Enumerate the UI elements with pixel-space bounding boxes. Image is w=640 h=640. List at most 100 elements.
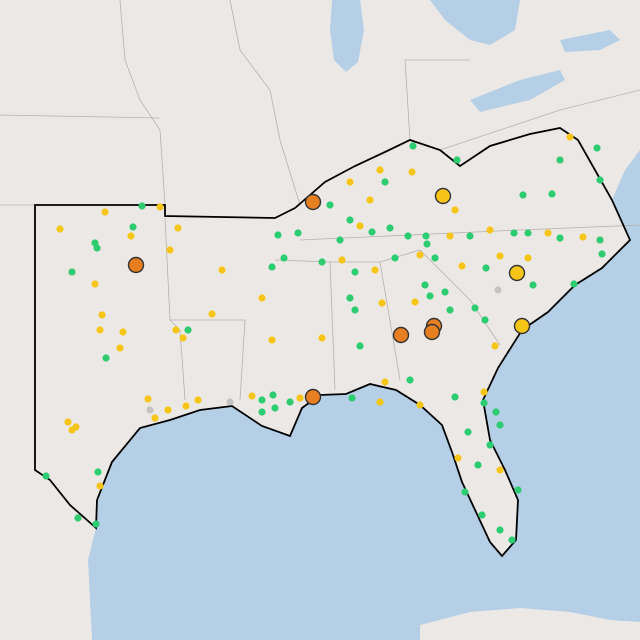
dot [96, 482, 104, 490]
dot [146, 406, 154, 414]
dot [529, 281, 537, 289]
dot [346, 294, 354, 302]
highlight-marker [304, 388, 322, 406]
dot [248, 392, 256, 400]
dot [566, 133, 574, 141]
dot [461, 488, 469, 496]
dot [182, 402, 190, 410]
dot [441, 288, 449, 296]
dot [274, 231, 282, 239]
dot [258, 396, 266, 404]
dot [519, 191, 527, 199]
dot [94, 468, 102, 476]
highlight-marker [304, 193, 322, 211]
dot [381, 178, 389, 186]
dot [356, 222, 364, 230]
dot [426, 292, 434, 300]
dot [376, 398, 384, 406]
dot [422, 232, 430, 240]
dot [172, 326, 180, 334]
dot [548, 190, 556, 198]
dot [376, 166, 384, 174]
dot [458, 262, 466, 270]
dot [129, 223, 137, 231]
dot [119, 328, 127, 336]
dot [466, 232, 474, 240]
dot [579, 233, 587, 241]
dot [471, 304, 479, 312]
dot [318, 258, 326, 266]
dot [496, 466, 504, 474]
dot [56, 225, 64, 233]
highlight-marker [513, 317, 531, 335]
dot [593, 144, 601, 152]
dot [492, 408, 500, 416]
dot [431, 254, 439, 262]
dot [184, 326, 192, 334]
dot [454, 454, 462, 462]
dot [514, 486, 522, 494]
dot [556, 234, 564, 242]
highlight-marker [423, 323, 441, 341]
dot [510, 229, 518, 237]
dot [326, 201, 334, 209]
dot [346, 178, 354, 186]
dot [218, 266, 226, 274]
dot [464, 428, 472, 436]
dot [151, 414, 159, 422]
dot [166, 246, 174, 254]
highlight-marker [508, 264, 526, 282]
dot [258, 294, 266, 302]
dot [346, 216, 354, 224]
dot [116, 344, 124, 352]
dot [296, 394, 304, 402]
dot [356, 342, 364, 350]
dot [381, 378, 389, 386]
dot [74, 514, 82, 522]
dot [208, 310, 216, 318]
dot [268, 336, 276, 344]
dot [408, 168, 416, 176]
dot [101, 208, 109, 216]
water [88, 0, 640, 640]
lake-erie [470, 70, 565, 112]
dot [318, 334, 326, 342]
dot [508, 536, 516, 544]
dot [96, 326, 104, 334]
dot [556, 156, 564, 164]
dot [127, 232, 135, 240]
dot [486, 441, 494, 449]
dot [496, 252, 504, 260]
dot [179, 334, 187, 342]
dot [271, 404, 279, 412]
state-borders [0, 0, 640, 401]
dot [486, 226, 494, 234]
dot [93, 244, 101, 252]
dot [596, 236, 604, 244]
dot [42, 472, 50, 480]
dot [524, 229, 532, 237]
dot [416, 251, 424, 259]
dot [91, 280, 99, 288]
dot [496, 526, 504, 534]
dot [482, 264, 490, 272]
dot [371, 266, 379, 274]
dot [144, 395, 152, 403]
lake-huron [430, 0, 520, 45]
dot [406, 376, 414, 384]
dot [92, 520, 100, 528]
dot [156, 203, 164, 211]
dot [268, 263, 276, 271]
dot [68, 268, 76, 276]
highlights [127, 187, 531, 406]
dot [269, 391, 277, 399]
lake-ontario [560, 30, 620, 52]
dot [138, 202, 146, 210]
dot [366, 196, 374, 204]
dot [421, 281, 429, 289]
dot [404, 232, 412, 240]
dot [98, 311, 106, 319]
dot [411, 298, 419, 306]
